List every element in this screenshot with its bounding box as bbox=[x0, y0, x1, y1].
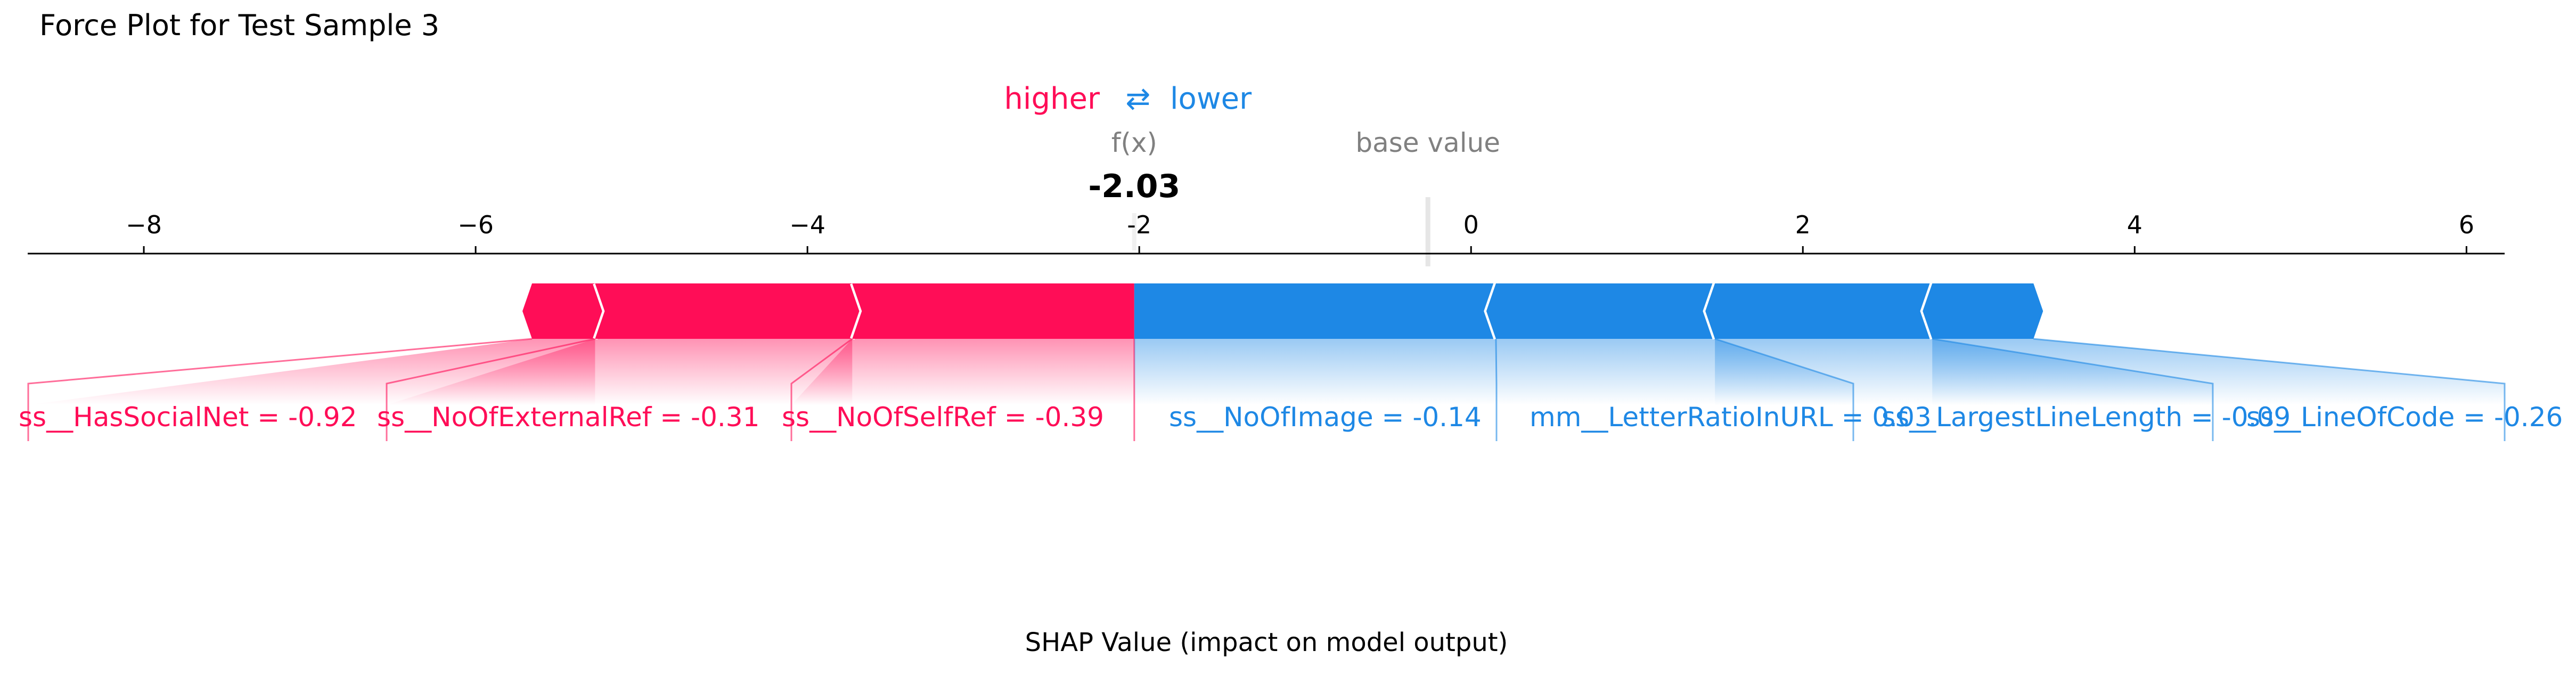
bar-positive bbox=[852, 283, 1134, 339]
x-tick-label: −6 bbox=[457, 210, 494, 239]
link-shade-negative bbox=[1932, 339, 2505, 405]
legend-arrow-icon: ⇄ bbox=[1126, 82, 1151, 116]
x-tick-label: 6 bbox=[2459, 210, 2474, 239]
legend-higher: higher bbox=[1004, 82, 1100, 116]
x-tick-label: 0 bbox=[1463, 210, 1479, 239]
link-line-positive bbox=[27, 338, 533, 441]
link-shade-positive bbox=[387, 339, 853, 405]
base-value-label: base value bbox=[1355, 127, 1500, 158]
fx-value: -2.03 bbox=[1088, 168, 1180, 205]
x-tick-label: −8 bbox=[126, 210, 162, 239]
feature-label-negative: mm__LetterRatioInURL = 0.03 bbox=[1530, 402, 1932, 433]
feature-label-positive: ss__NoOfSelfRef = -0.39 bbox=[782, 402, 1104, 433]
fx-label: f(x) bbox=[1111, 127, 1157, 158]
x-axis-ticks: −8 −6 −4 -2 0 2 4 6 bbox=[126, 210, 2474, 254]
x-tick-label: -2 bbox=[1127, 210, 1151, 239]
link-line-positive bbox=[790, 338, 853, 441]
feature-links: ss__HasSocialNet = -0.92 ss__NoOfExternal… bbox=[19, 338, 2563, 441]
feature-label-negative: ss__LargestLineLength = -0.09 bbox=[1882, 402, 2291, 433]
x-tick-label: 4 bbox=[2127, 210, 2142, 239]
bar-positive bbox=[522, 283, 605, 339]
link-line-negative bbox=[2033, 338, 2506, 441]
feature-label-negative: ss__NoOfImage = -0.14 bbox=[1169, 402, 1482, 433]
feature-label-positive: ss__NoOfExternalRef = -0.31 bbox=[377, 402, 759, 433]
bar-negative bbox=[1705, 283, 1933, 339]
x-axis-label: SHAP Value (impact on model output) bbox=[1025, 628, 1508, 657]
chart-title: Force Plot for Test Sample 3 bbox=[39, 9, 439, 42]
feature-label-negative: ss__LineOfCode = -0.26 bbox=[2246, 402, 2563, 433]
bar-negative bbox=[1134, 283, 1496, 339]
legend-lower: lower bbox=[1170, 82, 1252, 116]
bar-positive bbox=[595, 283, 862, 339]
x-tick-label: 2 bbox=[1795, 210, 1811, 239]
link-shade-negative bbox=[1134, 339, 1496, 405]
link-line-positive bbox=[386, 338, 595, 441]
link-shade-positive bbox=[791, 339, 1134, 405]
bar-negative bbox=[1486, 283, 1715, 339]
feature-bars bbox=[522, 282, 2043, 340]
feature-label-positive: ss__HasSocialNet = -0.92 bbox=[19, 402, 357, 433]
bar-negative bbox=[1923, 283, 2043, 339]
x-tick-label: −4 bbox=[789, 210, 825, 239]
